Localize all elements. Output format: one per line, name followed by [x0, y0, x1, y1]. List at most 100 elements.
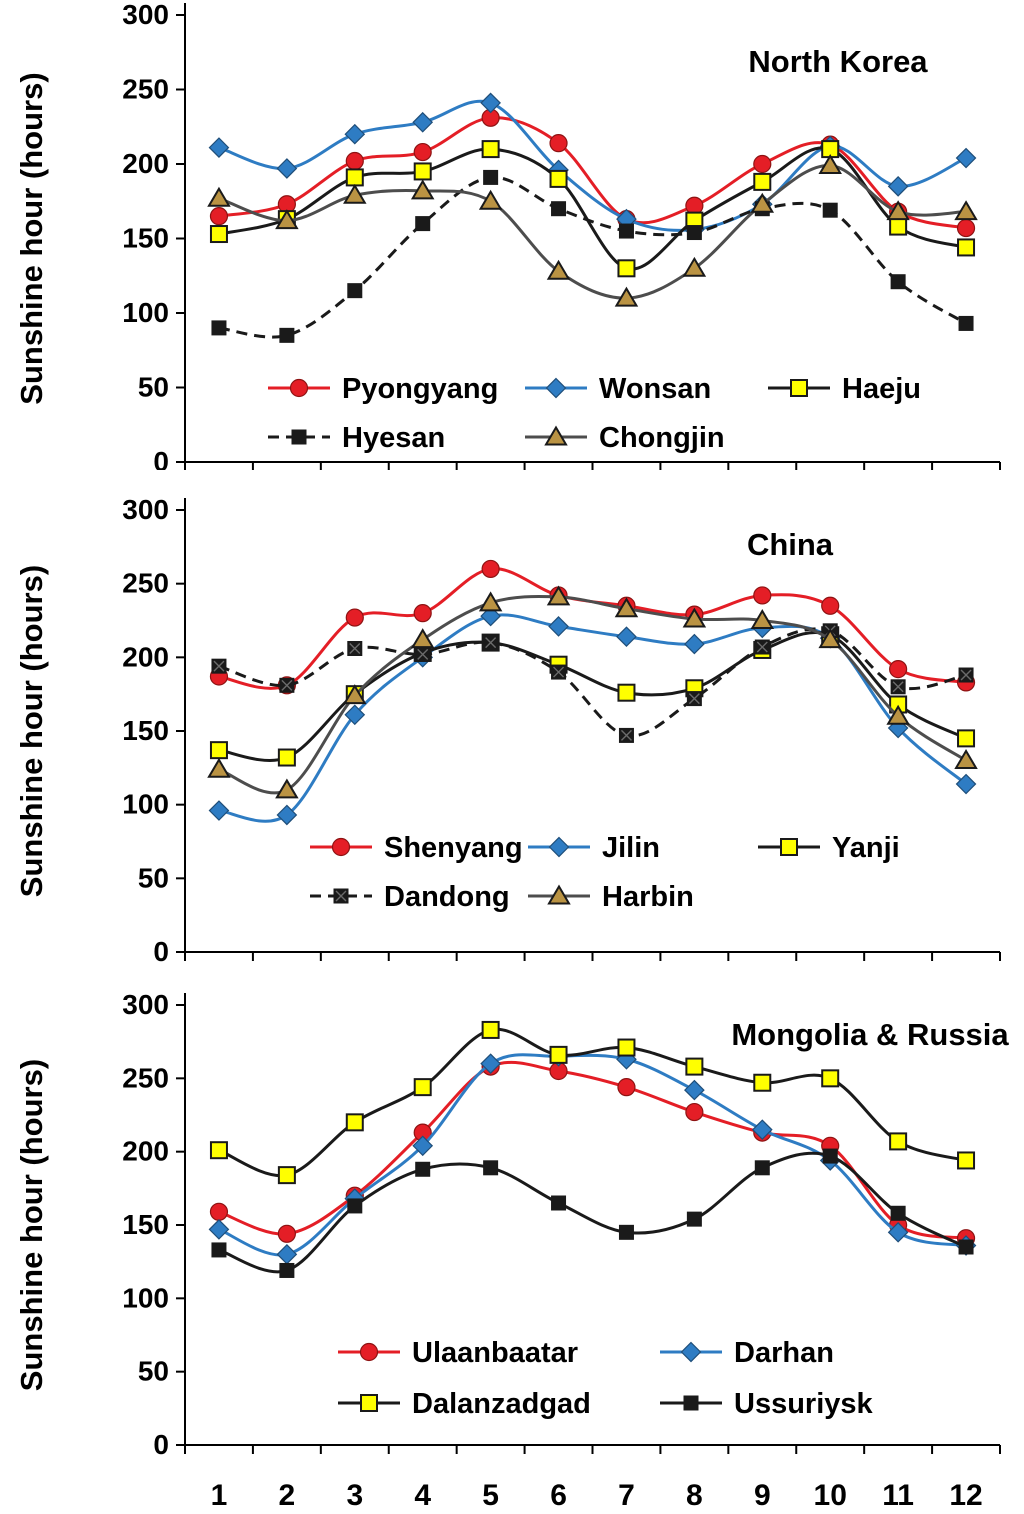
- svg-text:250: 250: [122, 1062, 169, 1093]
- legend-item-dandong: Dandong: [310, 881, 510, 913]
- chart-svg-north-korea: Sunshine hour (hours) 0 50 100 150 200 250 300 N…: [14, 0, 1001, 477]
- panel-north-korea: Sunshine hour (hours) 0 50 100 150 200 250 300 N…: [0, 0, 1024, 477]
- series-jilin: [208, 605, 977, 826]
- legend-item-jilin: Jilin: [528, 832, 660, 864]
- legend-label: Yanji: [832, 832, 900, 864]
- legend-item-ulaanbaatar: Ulaanbaatar: [338, 1337, 578, 1369]
- svg-text:200: 200: [122, 641, 169, 672]
- legend-label: Harbin: [602, 881, 694, 913]
- x-axis-ticks: [184, 1445, 1001, 1454]
- svg-text:11: 11: [882, 1479, 914, 1512]
- series-line-yanji: [218, 630, 967, 762]
- legend-item-darhan: Darhan: [660, 1337, 834, 1369]
- svg-text:50: 50: [138, 1356, 169, 1387]
- y-axis-title: Sunshine hour (hours): [14, 1059, 49, 1391]
- svg-text:300: 300: [122, 989, 169, 1020]
- y-axis-title: Sunshine hour (hours): [14, 565, 49, 897]
- legend-label: Pyongyang: [342, 373, 498, 405]
- x-axis-ticks: [184, 952, 1001, 961]
- legend-item-harbin: Harbin: [528, 881, 694, 913]
- svg-text:4: 4: [414, 1479, 431, 1512]
- svg-text:100: 100: [122, 1282, 169, 1313]
- series-line-shenyang: [218, 567, 967, 690]
- svg-text:10: 10: [814, 1479, 847, 1512]
- svg-text:12: 12: [949, 1479, 982, 1512]
- panel-title: Mongolia & Russia: [731, 1017, 1009, 1052]
- svg-text:50: 50: [138, 372, 169, 403]
- panel-china: Sunshine hour (hours) 0 50 100 150 200 250 300 C…: [0, 475, 1024, 970]
- legend-label: Wonsan: [599, 373, 711, 405]
- svg-text:0: 0: [153, 1429, 169, 1460]
- legend-item-yanji: Yanji: [758, 832, 900, 864]
- legend-label: Hyesan: [342, 422, 445, 454]
- svg-text:6: 6: [550, 1479, 567, 1512]
- series-harbin: [207, 585, 978, 799]
- chart-svg-china: Sunshine hour (hours) 0 50 100 150 200 250 300 C…: [14, 494, 1001, 967]
- legend-item-hyesan: Hyesan: [268, 422, 445, 454]
- series-line-hyesan: [218, 175, 967, 339]
- y-axis-ticks: 0 50 100 150 200 250 300: [122, 989, 185, 1460]
- svg-text:3: 3: [346, 1479, 363, 1512]
- series-wonsan: [208, 92, 977, 240]
- legend-label: Dalanzadgad: [412, 1388, 591, 1420]
- x-axis-labels: 1 2 3 4 5 6 7 8 9 10 11 12: [211, 1479, 983, 1512]
- series-chongjin: [207, 154, 978, 307]
- panel-mongolia-russia: Sunshine hour (hours) 0 50 100 150 200 250 300 1…: [0, 970, 1024, 1514]
- panel-title: China: [747, 527, 834, 562]
- svg-text:150: 150: [122, 223, 169, 254]
- legend-label: Haeju: [842, 373, 921, 405]
- legend-item-shenyang: Shenyang: [310, 832, 523, 864]
- y-axis-ticks: 0 50 100 150 200 250 300: [122, 494, 185, 967]
- series-ussuriysk: [211, 1148, 974, 1278]
- svg-text:300: 300: [122, 494, 169, 525]
- legend-item-dalanzadgad: Dalanzadgad: [338, 1388, 591, 1420]
- svg-text:8: 8: [686, 1479, 703, 1512]
- legend-label: Jilin: [602, 832, 660, 864]
- legend-item-pyongyang: Pyongyang: [268, 373, 498, 405]
- series-dandong: [211, 623, 974, 743]
- series-haeju: [209, 140, 976, 278]
- legend-item-haeju: Haeju: [768, 373, 921, 405]
- legend-label: Ussuriysk: [734, 1388, 874, 1420]
- x-axis-ticks: [184, 462, 1001, 471]
- svg-text:100: 100: [122, 297, 169, 328]
- legend-label: Chongjin: [599, 422, 725, 454]
- svg-text:5: 5: [482, 1479, 499, 1512]
- svg-text:300: 300: [122, 0, 169, 30]
- series-line-dandong: [218, 627, 967, 738]
- svg-text:7: 7: [618, 1479, 635, 1512]
- svg-text:150: 150: [122, 715, 169, 746]
- legend-label: Shenyang: [384, 832, 523, 864]
- series-darhan: [208, 1045, 977, 1265]
- series-line-darhan: [218, 1053, 967, 1257]
- series-line-ussuriysk: [218, 1151, 967, 1274]
- legend-item-wonsan: Wonsan: [525, 373, 711, 405]
- legend-label: Darhan: [734, 1337, 834, 1369]
- panel-title: North Korea: [748, 44, 928, 79]
- svg-text:0: 0: [153, 446, 169, 470]
- svg-text:50: 50: [138, 862, 169, 893]
- series-line-ulaanbaatar: [218, 1060, 967, 1240]
- svg-text:9: 9: [754, 1479, 771, 1512]
- svg-text:2: 2: [279, 1479, 296, 1512]
- svg-text:250: 250: [122, 568, 169, 599]
- legend-label: Dandong: [384, 881, 510, 913]
- series-dalanzadgad: [209, 1020, 976, 1185]
- series-ulaanbaatar: [209, 1057, 976, 1248]
- series-pyongyang: [209, 108, 976, 238]
- svg-text:0: 0: [153, 936, 169, 965]
- legend-item-chongjin: Chongjin: [525, 422, 725, 454]
- series-line-harbin: [218, 594, 967, 795]
- legend-label: Ulaanbaatar: [412, 1337, 578, 1369]
- legend-item-ussuriysk: Ussuriysk: [660, 1388, 874, 1420]
- y-axis-title: Sunshine hour (hours): [14, 72, 49, 404]
- svg-text:100: 100: [122, 789, 169, 820]
- chart-svg-mongolia-russia: Sunshine hour (hours) 0 50 100 150 200 250 300 1…: [14, 989, 1009, 1512]
- svg-text:200: 200: [122, 148, 169, 179]
- svg-text:250: 250: [122, 74, 169, 105]
- y-axis-ticks: 0 50 100 150 200 250 300: [122, 0, 185, 477]
- svg-text:150: 150: [122, 1209, 169, 1240]
- svg-text:1: 1: [211, 1479, 228, 1512]
- svg-text:200: 200: [122, 1136, 169, 1167]
